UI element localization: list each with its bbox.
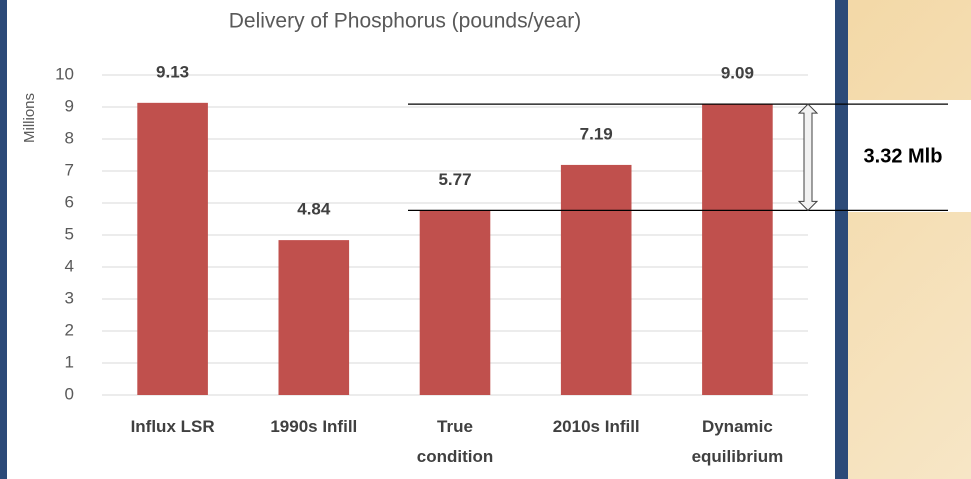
y-tick-label: 1: [65, 352, 74, 371]
bar: [137, 102, 208, 395]
value-label: 7.19: [580, 124, 613, 143]
y-axis-label: Millions: [21, 93, 38, 143]
x-tick-label: Influx LSR: [130, 417, 215, 436]
value-label: 5.77: [438, 170, 471, 189]
value-label: 9.09: [721, 64, 754, 83]
annotation: 3.32 Mlb: [864, 146, 943, 168]
y-tick-label: 3: [65, 288, 74, 307]
y-tick-label: 5: [65, 224, 74, 243]
y-tick-label: 10: [55, 64, 74, 83]
double-arrow: [797, 103, 819, 212]
value-label: 9.13: [156, 62, 189, 81]
value-label: 4.84: [297, 200, 331, 219]
bar: [560, 164, 632, 395]
y-tick-label: 6: [65, 192, 74, 211]
y-tick-label: 9: [65, 96, 74, 115]
y-tick-label: 8: [65, 128, 74, 147]
y-tick-label: 2: [65, 320, 74, 339]
x-tick-label: 1990s Infill: [270, 417, 358, 436]
x-tick-label: Dynamic equilibrium: [691, 417, 784, 466]
chart-title: Delivery of Phosphorus (pounds/year): [229, 10, 582, 33]
x-tick-label: 2010s Infill: [552, 417, 640, 436]
annotation-background: [848, 100, 971, 212]
x-tick-label: True condition: [416, 417, 494, 466]
frame-band: [0, 0, 7, 479]
y-tick-label: 4: [65, 256, 74, 275]
bar: [419, 210, 491, 395]
frame-band: [835, 0, 848, 479]
y-tick-label: 7: [65, 160, 74, 179]
bar: [702, 104, 773, 396]
y-tick-label: 0: [65, 384, 74, 403]
bar: [278, 240, 350, 395]
